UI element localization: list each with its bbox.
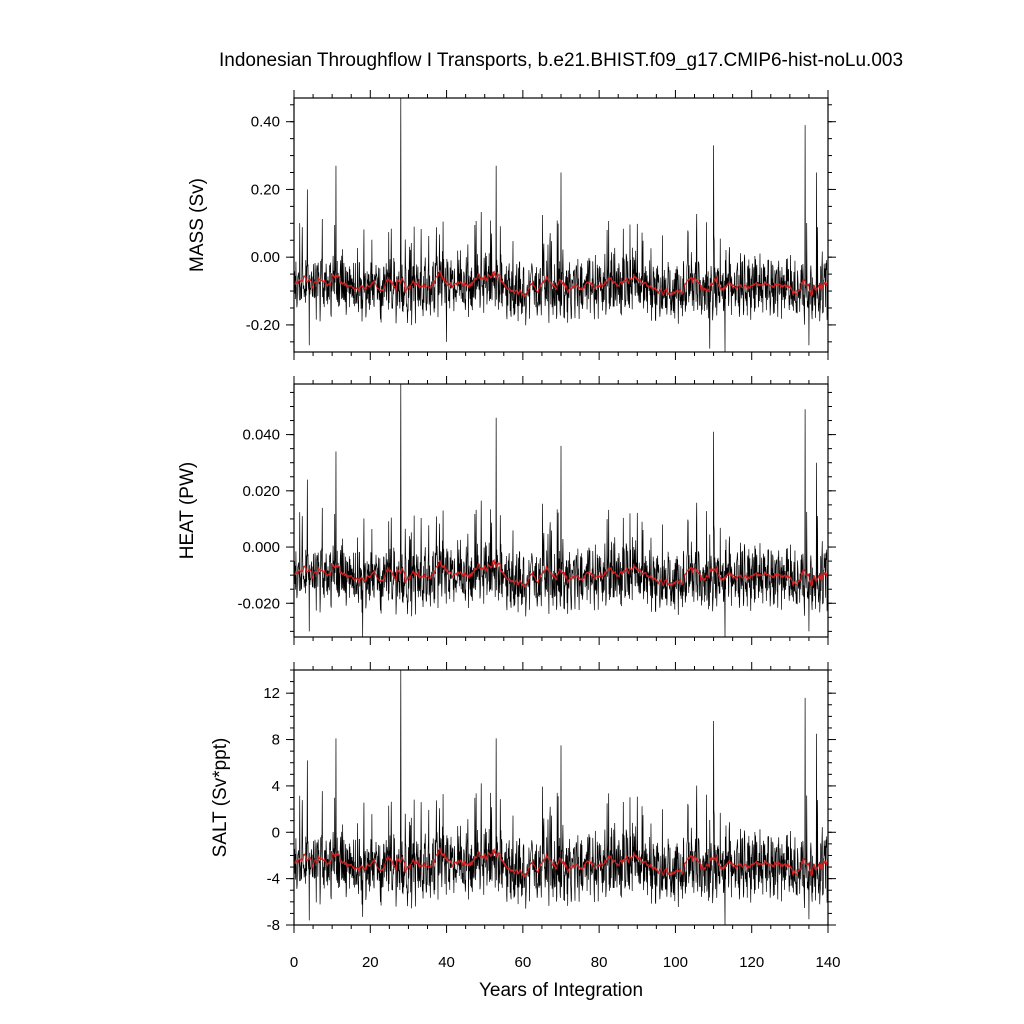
x-tick-label: 40 xyxy=(438,954,455,971)
x-tick-label: 120 xyxy=(739,954,764,971)
y-tick-label: 8 xyxy=(272,732,280,749)
y-tick-label: 0 xyxy=(272,824,280,841)
y-tick-label: 0.00 xyxy=(251,249,280,266)
monthly-series-line xyxy=(294,670,828,925)
chart-title: Indonesian Throughflow I Transports, b.e… xyxy=(219,50,903,71)
running-mean-line xyxy=(294,269,828,298)
x-tick-label: 20 xyxy=(362,954,379,971)
y-tick-label: -0.020 xyxy=(237,595,280,612)
y-tick-label: -8 xyxy=(267,917,280,934)
panel-1: 0.40 0.20 0.00 -0.20 MASS (Sv) xyxy=(187,90,836,360)
y-tick-label: 4 xyxy=(272,778,280,795)
y-tick-label: 0.20 xyxy=(251,181,280,198)
x-tick-label: 80 xyxy=(591,954,608,971)
x-tick-label: 0 xyxy=(290,954,298,971)
y-tick-label: -0.20 xyxy=(246,317,280,334)
y-tick-label: 0.020 xyxy=(242,483,280,500)
y-axis-label: MASS (Sv) xyxy=(187,178,208,272)
y-axis-label: SALT (Sv*ppt) xyxy=(210,738,231,858)
y-tick-label: 0.40 xyxy=(251,114,280,131)
x-tick-label: 140 xyxy=(815,954,840,971)
x-tick-label: 60 xyxy=(515,954,532,971)
x-axis-label: Years of Integration xyxy=(479,980,643,1001)
running-mean-line xyxy=(294,846,828,879)
x-tick-label: 100 xyxy=(663,954,688,971)
y-tick-label: 12 xyxy=(263,685,280,702)
panel-2: 0.040 0.020 0.000 -0.020 HEAT (PW) xyxy=(177,376,836,645)
monthly-series-line xyxy=(294,384,828,637)
y-axis-label: HEAT (PW) xyxy=(177,462,198,559)
monthly-series-line xyxy=(294,98,828,352)
y-tick-label: 0.000 xyxy=(242,539,280,556)
running-mean-line xyxy=(294,558,828,589)
panels: 0.40 0.20 0.00 -0.20 MASS (Sv) 0.040 0.020 0.00… xyxy=(177,90,841,971)
y-tick-label: 0.040 xyxy=(242,427,280,444)
y-tick-label: -4 xyxy=(267,871,280,888)
